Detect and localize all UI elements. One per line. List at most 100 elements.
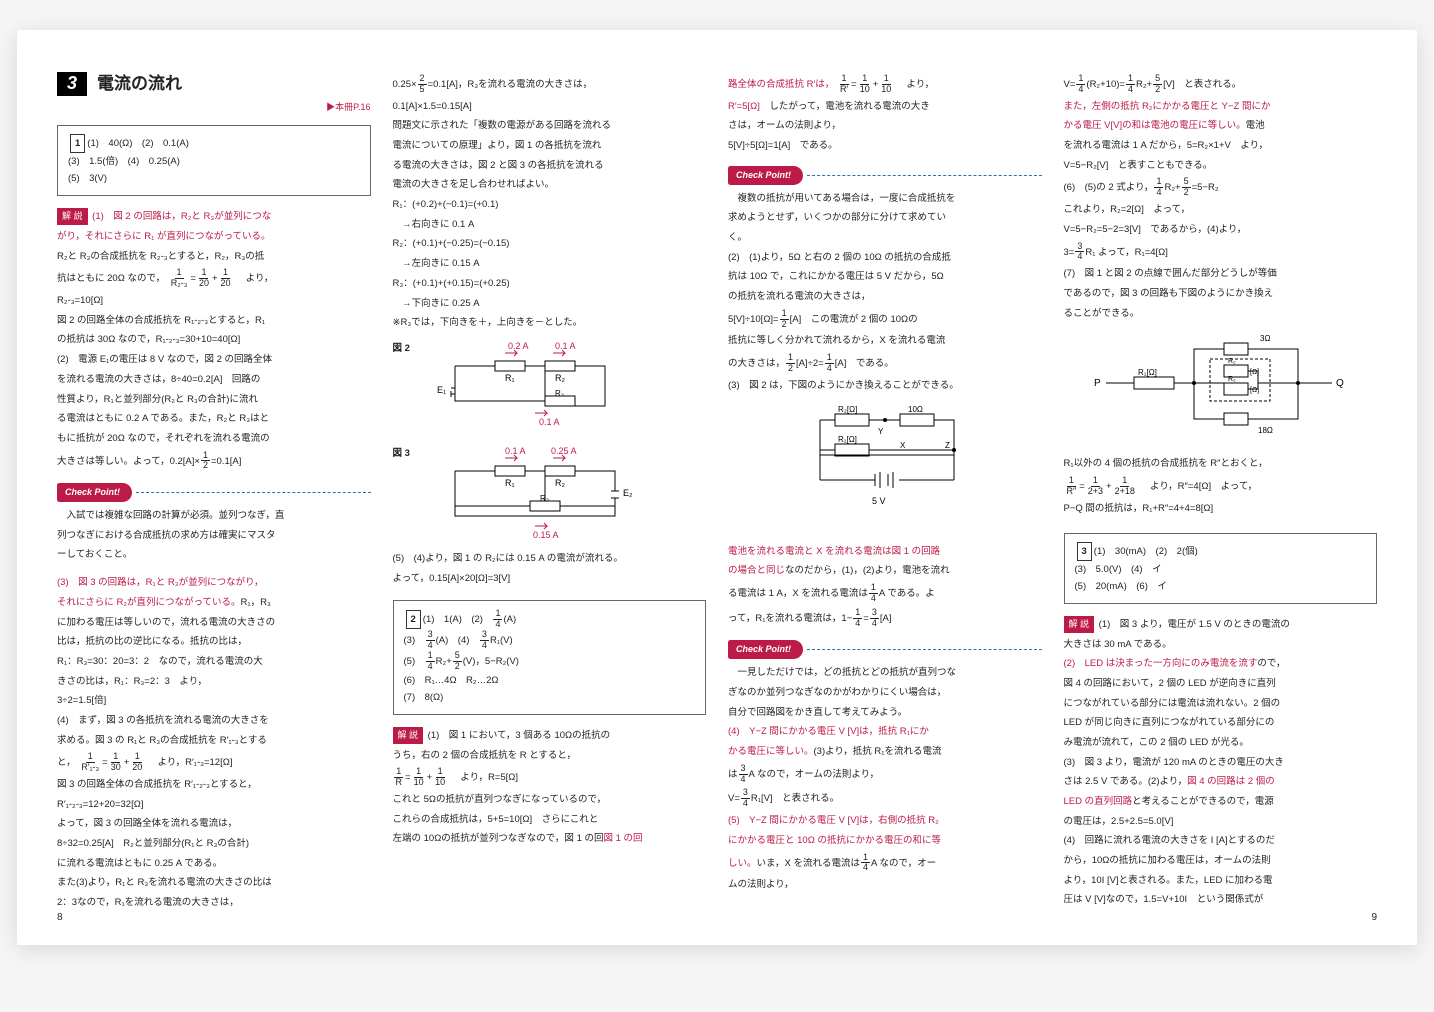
svg-text:0.1 A: 0.1 A bbox=[505, 446, 526, 456]
text: 0.25×25=0.1[A]，R₃を流れる電流の大きさは， bbox=[393, 74, 707, 95]
text: しい。いま，X を流れる電流は14A なので，オー bbox=[728, 853, 1042, 874]
svg-text:R₃: R₃ bbox=[555, 389, 564, 398]
chapter-title: 電流の流れ bbox=[97, 70, 182, 98]
svg-text:R₃: R₃ bbox=[540, 494, 549, 503]
fraction: 1R′₁‐₃ bbox=[79, 752, 101, 773]
answer-text: (1) 30(mA) (2) 2(個) bbox=[1094, 546, 1198, 557]
text: さは，オームの法則より， bbox=[728, 118, 1042, 134]
text: 3=34R₁ よって，R₁=4[Ω] bbox=[1064, 242, 1378, 263]
text: 求める。図 3 の R₁と R₃の合成抵抗を R′₁‐₃とする bbox=[57, 733, 371, 749]
circuit-diagram: P Q R₁[Ω] 3Ω R₂[Ω] R₂[Ω] 18Ω bbox=[1090, 331, 1350, 446]
text: 大きさは等しい。よって，0.2[A]×12=0.1[A] bbox=[57, 451, 371, 472]
text: (5) (4)より，図 1 の R₂には 0.15 A の電流が流れる。 bbox=[393, 551, 707, 567]
text: (3) 図 3 より，電流が 120 mA のときの電圧の大き bbox=[1064, 755, 1378, 771]
text: R₃：(+0.1)+(+0.15)=(+0.25) bbox=[393, 276, 707, 292]
text: V=5−R₂[V] と表すこともできる。 bbox=[1064, 158, 1378, 174]
text: より，10I [V]と表される。また，LED に加わる電 bbox=[1064, 873, 1378, 889]
text: る電流は 1 A，X を流れる電流は14A である。よ bbox=[728, 583, 1042, 604]
text: P−Q 間の抵抗は，R₁+R″=4+4=8[Ω] bbox=[1064, 501, 1378, 517]
circuit-diagram: 0.1 A 0.25 A R₁ R₂ R₃ E₂ 0.15 A bbox=[435, 446, 635, 541]
text: (1) 図 3 より，電圧が 1.5 V のときの電流の bbox=[1099, 619, 1290, 630]
svg-text:P: P bbox=[1094, 378, 1101, 389]
text: R₁：(+0.2)+(−0.1)=(+0.1) bbox=[393, 197, 707, 213]
dashed-rule bbox=[136, 492, 370, 493]
text: かる電圧 V[V]の和は電池の電圧に等しい。電池 bbox=[1064, 118, 1378, 134]
dashed-rule bbox=[807, 649, 1041, 650]
figure-label: 図 2 bbox=[393, 341, 429, 357]
text: 図 2 の回路全体の合成抵抗を R₁‐₂‐₃とすると，R₁ bbox=[57, 313, 371, 329]
page-number-left: 8 bbox=[57, 910, 63, 927]
text: 抗はともに 20Ω なので， 1R₂‐₃=120+120 より， bbox=[57, 268, 371, 289]
text-red: (1) 図 2 の回路は，R₂と R₃が並列につな bbox=[92, 211, 271, 222]
explanation-para: 解 説 (1) 図 1 において，3 個ある 10Ωの抵抗の bbox=[393, 727, 707, 744]
text: (4) Y−Z 間にかかる電圧 V [V]は，抵抗 R₁にか bbox=[728, 724, 1042, 740]
page-number-right: 9 bbox=[1371, 910, 1377, 927]
fraction: 120 bbox=[219, 268, 233, 289]
text: と， 1R′₁‐₃=130+120 より，R′₁‐₃=12[Ω] bbox=[57, 752, 371, 773]
text: かる電圧に等しい。(3)より，抵抗 R₁を流れる電流 bbox=[728, 744, 1042, 760]
text: (6) (5)の 2 式より，14R₂+52=5−R₂ bbox=[1064, 177, 1378, 198]
text: ることができる。 bbox=[1064, 306, 1378, 322]
text: R′=5[Ω] したがって，電池を流れる電流の大き bbox=[728, 99, 1042, 115]
text: R₁：R₃=30：20=3：2 なので，流れる電流の大 bbox=[57, 654, 371, 670]
answer-line: (3) 34(A) (4) 34R₁(V) bbox=[404, 630, 696, 651]
svg-text:0.15 A: 0.15 A bbox=[533, 530, 559, 540]
chapter-header: 3 電流の流れ bbox=[57, 70, 371, 98]
text: から，10Ωの抵抗に加わる電圧は，オームの法則 bbox=[1064, 853, 1378, 869]
text: 入試では複雑な回路の計算が必須。並列つなぎ，直 bbox=[57, 508, 371, 524]
text-red: にかかる電圧と 10Ω の抵抗にかかる電圧の和に等 bbox=[728, 833, 1042, 849]
svg-text:0.2 A: 0.2 A bbox=[508, 341, 529, 351]
fraction: 12 bbox=[201, 451, 210, 472]
text: る電流はともに 0.2 A である。また，R₂と R₃はと bbox=[57, 411, 371, 427]
text: 抵抗に等しく分かれて流れるから，X を流れる電流 bbox=[728, 333, 1042, 349]
text: 自分で回路図をかき直して考えてみよう。 bbox=[728, 705, 1042, 721]
text: R₁以外の 4 個の抵抗の合成抵抗を R″とおくと， bbox=[1064, 456, 1378, 472]
text-red: がり，それにさらに R₁ が直列につながっている。 bbox=[57, 229, 371, 245]
text: R′₁‐₂‐₃=12+20=32[Ω] bbox=[57, 797, 371, 813]
text: の場合と同じなのだから，(1)，(2)より，電池を流れ bbox=[728, 563, 1042, 579]
check-point-label: Check Point! bbox=[57, 483, 132, 502]
fraction: 1R′ bbox=[838, 74, 850, 95]
text: ムの法則より， bbox=[728, 877, 1042, 893]
text-red: (5) Y−Z 間にかかる電圧 V [V]は，右側の抵抗 R₂ bbox=[728, 813, 1042, 829]
column-4: V=14(R₂+10)=14R₂+52[V] と表される。 また，左側の抵抗 R… bbox=[1064, 70, 1378, 915]
text: 抗は 10Ω で，これにかかる電圧は 5 V だから，5Ω bbox=[728, 269, 1042, 285]
svg-text:Z: Z bbox=[945, 441, 950, 450]
text: (7) 図 1 と図 2 の点線で囲んだ部分どうしが等価 bbox=[1064, 266, 1378, 282]
answer-line: 2(1) 1(A) (2) 14(A) bbox=[404, 609, 696, 630]
svg-text:0.25 A: 0.25 A bbox=[551, 446, 577, 456]
answer-line: (5) 14R₂+52(V)，5−R₂(V) bbox=[404, 651, 696, 672]
text: 圧は V [V]なので，1.5=V+10I という関係式が bbox=[1064, 892, 1378, 908]
text: V=14(R₂+10)=14R₂+52[V] と表される。 bbox=[1064, 74, 1378, 95]
text: 左端の 10Ωの抵抗が並列つなぎなので，図 1 の回図 1 の回 bbox=[393, 831, 707, 847]
answer-line: (7) 8(Ω) bbox=[404, 689, 696, 706]
explanation-para: 解 説 (1) 図 2 の回路は，R₂と R₃が並列につな bbox=[57, 208, 371, 225]
fraction: 110 bbox=[433, 767, 447, 788]
text: み電流が流れて，この 2 個の LED が光る。 bbox=[1064, 735, 1378, 751]
fraction: 110 bbox=[858, 74, 872, 95]
svg-text:18Ω: 18Ω bbox=[1258, 426, 1273, 435]
text: 2：3なので，R₁を流れる電流の大きさは， bbox=[57, 895, 371, 911]
svg-text:Q: Q bbox=[1336, 378, 1344, 389]
text: 3÷2=1.5[倍] bbox=[57, 693, 371, 709]
text: LED が同じ向きに直列につながれている部分にの bbox=[1064, 715, 1378, 731]
svg-text:R₂: R₂ bbox=[555, 373, 565, 383]
book-ref: ▶本冊P.16 bbox=[57, 100, 371, 115]
text: また(3)より，R₁と R₃を流れる電流の大きさの比は bbox=[57, 875, 371, 891]
text: 図 3 の回路全体の合成抵抗を R′₁‐₂‐₃とすると， bbox=[57, 777, 371, 793]
svg-text:0.1 A: 0.1 A bbox=[539, 417, 560, 427]
text: R₂：(+0.1)+(−0.25)=(−0.15) bbox=[393, 236, 707, 252]
chapter-number: 3 bbox=[57, 72, 87, 96]
svg-text:X: X bbox=[900, 441, 906, 450]
answer-text: (5) 20(mA) (6) イ bbox=[1075, 578, 1367, 595]
text: 性質より，R₁と並列部分(R₂と R₃の合計)に流れ bbox=[57, 392, 371, 408]
text: R₂‐₃=10[Ω] bbox=[57, 293, 371, 309]
text: 電流の大きさを足し合わせればよい。 bbox=[393, 177, 707, 193]
text: よって，0.15[A]×20[Ω]=3[V] bbox=[393, 571, 707, 587]
fraction: 120 bbox=[130, 752, 144, 773]
answer-box-3: 3(1) 30(mA) (2) 2(個) (3) 5.0(V) (4) イ (5… bbox=[1064, 533, 1378, 604]
text: に流れる電流はともに 0.25 A である。 bbox=[57, 856, 371, 872]
text: 路全体の合成抵抗 R′は， 1R′=110+110 より， bbox=[728, 74, 1042, 95]
check-point: Check Point! bbox=[728, 640, 1042, 659]
text: これと 5Ωの抵抗が直列つなぎになっているので， bbox=[393, 792, 707, 808]
